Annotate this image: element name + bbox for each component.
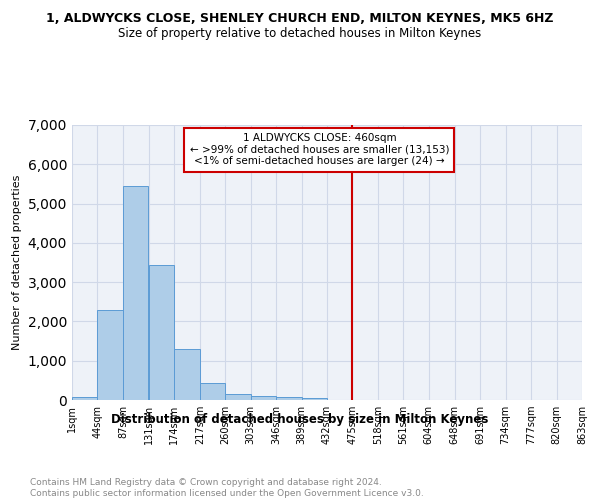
Y-axis label: Number of detached properties: Number of detached properties — [12, 175, 22, 350]
Text: 1 ALDWYCKS CLOSE: 460sqm
← >99% of detached houses are smaller (13,153)
<1% of s: 1 ALDWYCKS CLOSE: 460sqm ← >99% of detac… — [190, 133, 449, 166]
Bar — [200, 383, 225, 400]
Bar — [149, 265, 175, 400]
Text: Distribution of detached houses by size in Milton Keynes: Distribution of detached houses by size … — [112, 412, 488, 426]
Bar — [225, 394, 251, 400]
Text: 1, ALDWYCKS CLOSE, SHENLEY CHURCH END, MILTON KEYNES, MK5 6HZ: 1, ALDWYCKS CLOSE, SHENLEY CHURCH END, M… — [46, 12, 554, 26]
Text: Contains HM Land Registry data © Crown copyright and database right 2024.
Contai: Contains HM Land Registry data © Crown c… — [30, 478, 424, 498]
Bar — [251, 396, 276, 400]
Text: Size of property relative to detached houses in Milton Keynes: Size of property relative to detached ho… — [118, 28, 482, 40]
Bar — [302, 398, 327, 400]
Bar — [97, 310, 123, 400]
Bar — [276, 398, 302, 400]
Bar — [123, 186, 148, 400]
Bar — [72, 397, 97, 400]
Bar — [175, 349, 200, 400]
